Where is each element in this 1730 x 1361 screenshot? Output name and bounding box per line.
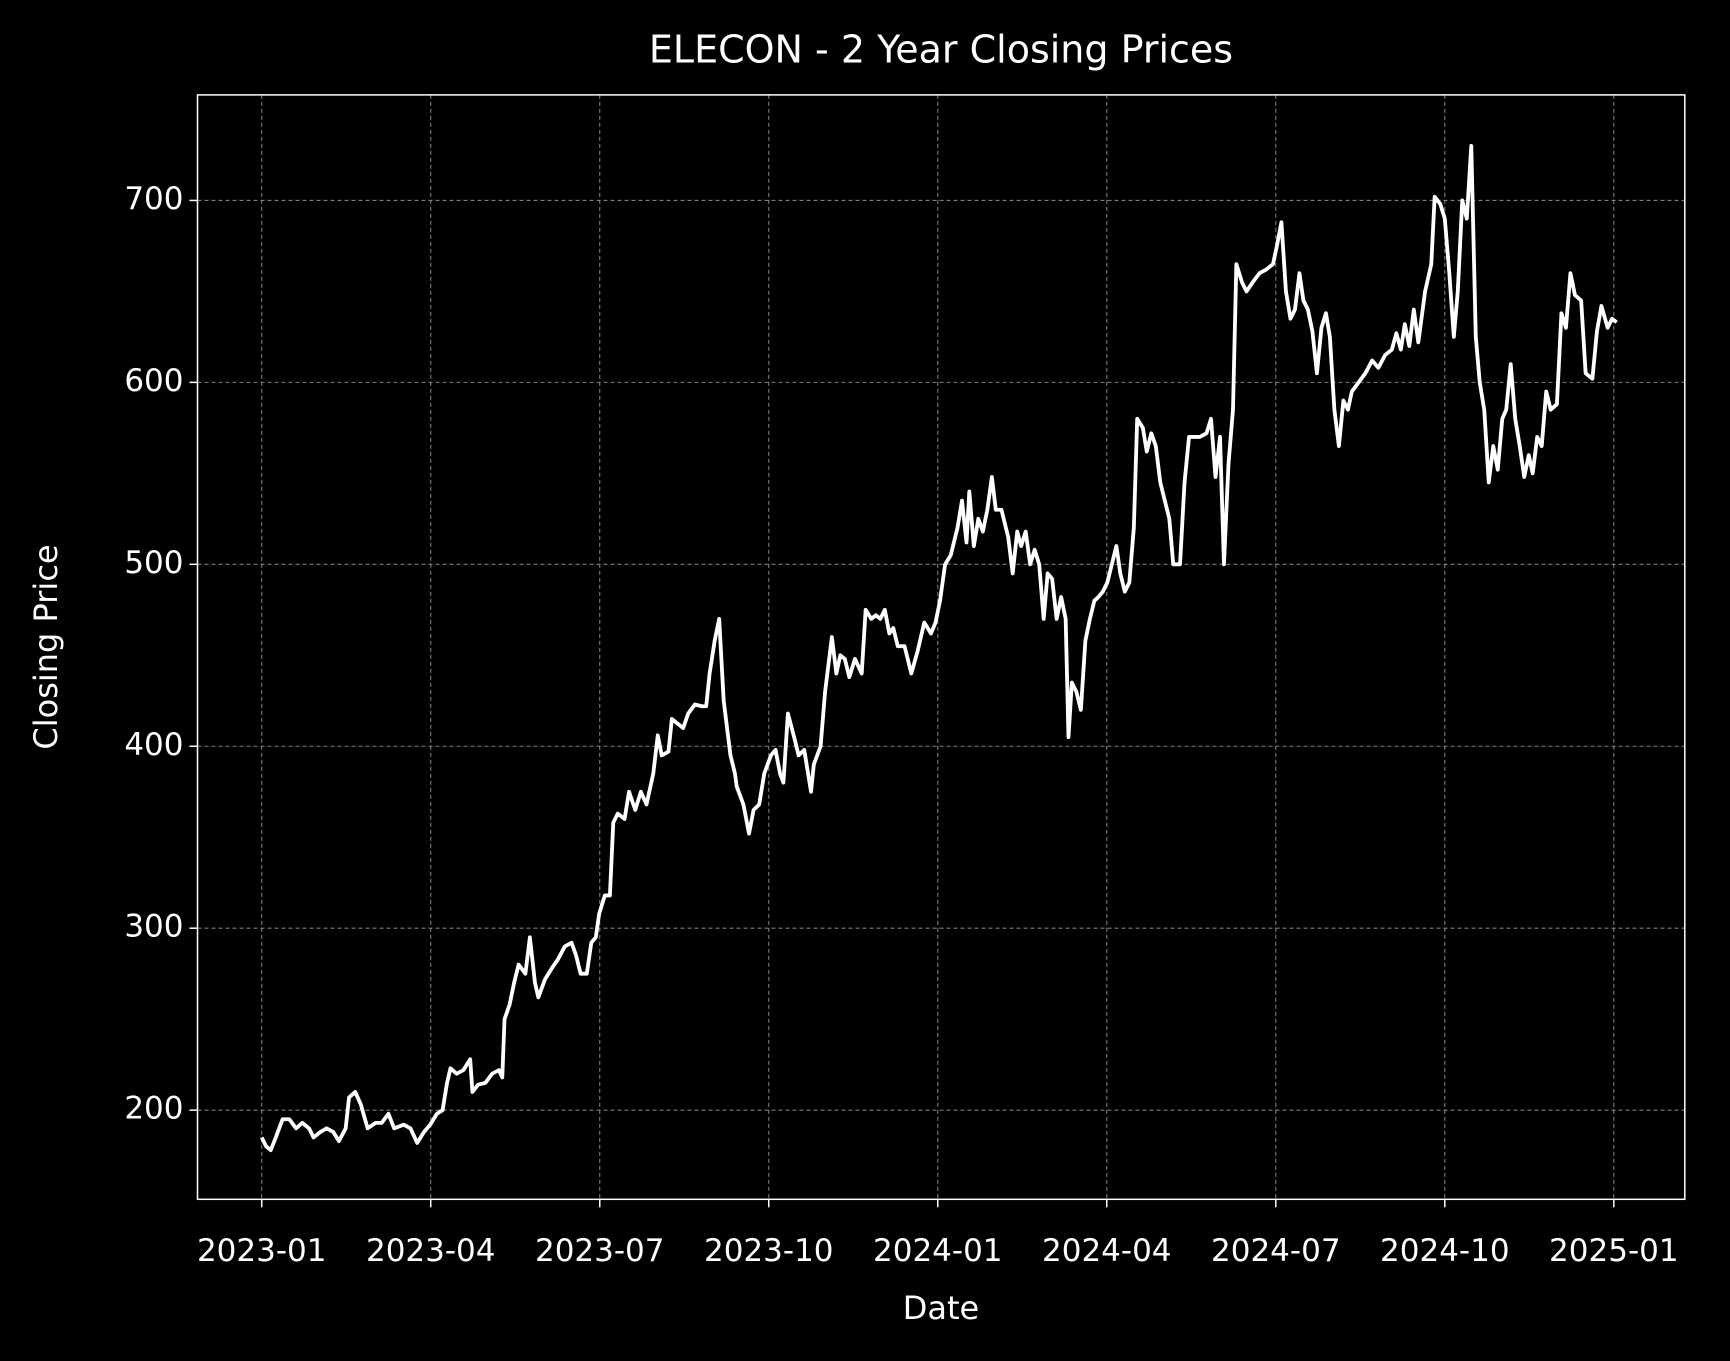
x-tick-label: 2024-04 bbox=[1042, 1233, 1172, 1269]
y-tick-label: 300 bbox=[124, 909, 183, 945]
chart-title: ELECON - 2 Year Closing Prices bbox=[649, 28, 1233, 72]
y-tick-label: 700 bbox=[124, 181, 183, 217]
x-tick-label: 2025-01 bbox=[1549, 1233, 1679, 1269]
y-tick-label: 600 bbox=[124, 363, 183, 399]
y-axis-label: Closing Price bbox=[27, 544, 65, 749]
y-tick-label: 200 bbox=[124, 1091, 183, 1127]
y-tick-label: 400 bbox=[124, 727, 183, 763]
y-tick-label: 500 bbox=[124, 545, 183, 581]
x-tick-label: 2023-04 bbox=[366, 1233, 496, 1269]
x-tick-label: 2024-07 bbox=[1211, 1233, 1341, 1269]
plot-frame bbox=[196, 94, 1686, 1201]
x-tick-label: 2023-07 bbox=[535, 1233, 665, 1269]
x-tick-label: 2023-01 bbox=[197, 1233, 327, 1269]
price-line bbox=[260, 143, 1618, 1153]
x-axis-label: Date bbox=[903, 1289, 979, 1327]
x-tick-label: 2023-10 bbox=[704, 1233, 834, 1269]
x-tick-label: 2024-01 bbox=[873, 1233, 1003, 1269]
x-tick-label: 2024-10 bbox=[1380, 1233, 1510, 1269]
